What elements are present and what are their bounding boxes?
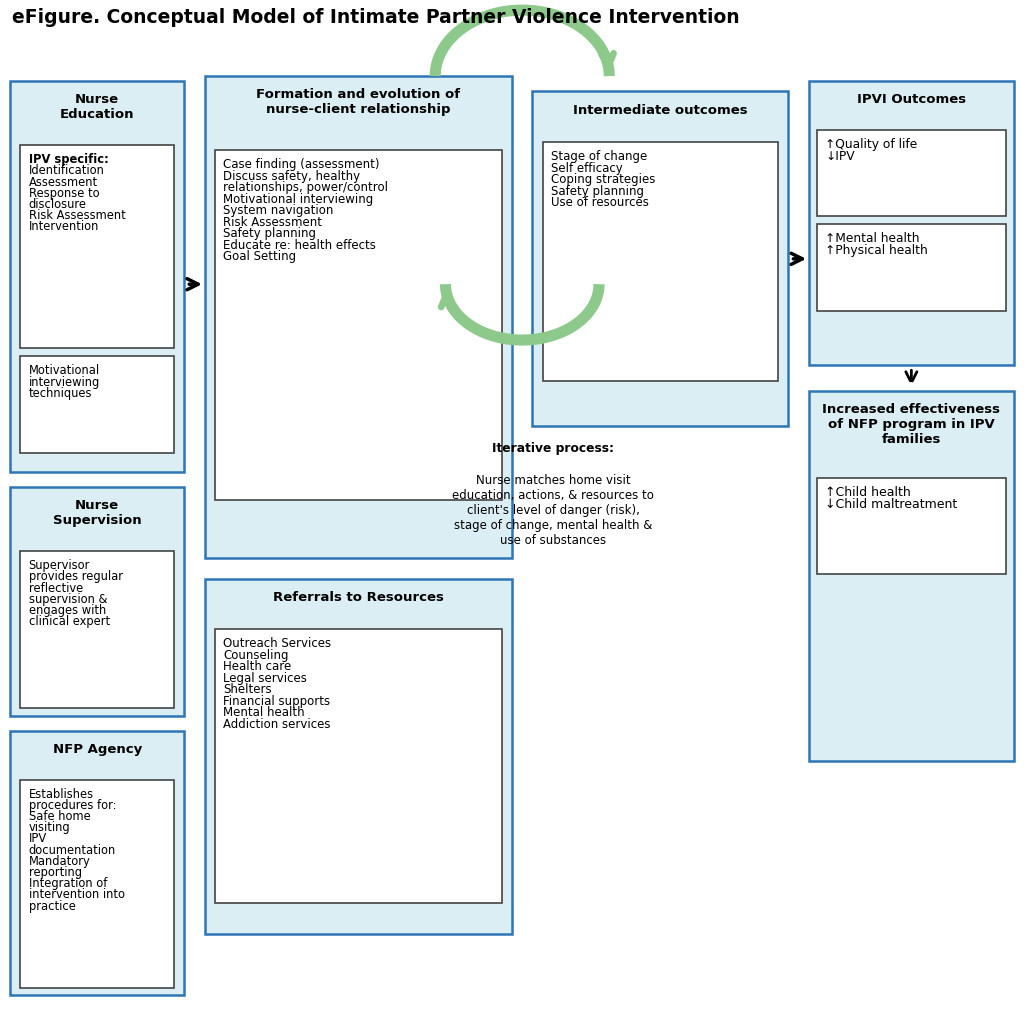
Text: interviewing: interviewing (29, 376, 100, 389)
Text: clinical expert: clinical expert (29, 615, 110, 628)
Text: NFP Agency: NFP Agency (52, 743, 142, 756)
FancyBboxPatch shape (532, 91, 788, 426)
FancyBboxPatch shape (205, 579, 512, 934)
Text: intervention into: intervention into (29, 888, 125, 901)
Text: Legal services: Legal services (223, 672, 307, 685)
Text: ↑Child health: ↑Child health (825, 486, 911, 499)
Text: IPVI Outcomes: IPVI Outcomes (857, 93, 966, 107)
Text: Shelters: Shelters (223, 683, 271, 696)
Text: Safe home: Safe home (29, 810, 90, 823)
Text: Assessment: Assessment (29, 176, 98, 189)
Text: ↓IPV: ↓IPV (825, 150, 855, 163)
Text: Educate re: health effects: Educate re: health effects (223, 239, 376, 252)
FancyBboxPatch shape (10, 81, 184, 472)
Text: Formation and evolution of
nurse-client relationship: Formation and evolution of nurse-client … (256, 88, 461, 117)
Text: Intervention: Intervention (29, 220, 99, 233)
Text: Outreach Services: Outreach Services (223, 637, 332, 651)
FancyBboxPatch shape (20, 551, 174, 708)
Text: Discuss safety, healthy: Discuss safety, healthy (223, 170, 360, 183)
Text: Health care: Health care (223, 661, 292, 673)
Text: eFigure. Conceptual Model of Intimate Partner Violence Intervention: eFigure. Conceptual Model of Intimate Pa… (12, 8, 740, 27)
FancyBboxPatch shape (215, 150, 502, 500)
Text: Case finding (assessment): Case finding (assessment) (223, 158, 380, 172)
Text: System navigation: System navigation (223, 204, 334, 217)
Text: provides regular: provides regular (29, 570, 123, 584)
Text: procedures for:: procedures for: (29, 799, 116, 812)
Text: Risk Assessment: Risk Assessment (29, 209, 125, 222)
Text: disclosure: disclosure (29, 198, 87, 211)
Text: Use of resources: Use of resources (551, 196, 649, 209)
Text: Mental health: Mental health (223, 706, 305, 720)
Text: engages with: engages with (29, 604, 105, 617)
Text: Risk Assessment: Risk Assessment (223, 216, 323, 228)
Text: Safety planning: Safety planning (223, 227, 316, 241)
Text: Financial supports: Financial supports (223, 695, 331, 707)
Text: Intermediate outcomes: Intermediate outcomes (573, 104, 748, 117)
Text: techniques: techniques (29, 387, 92, 400)
Text: Nurse
Supervision: Nurse Supervision (53, 499, 141, 528)
Text: ↑Mental health: ↑Mental health (825, 232, 920, 246)
Text: Self efficacy: Self efficacy (551, 161, 623, 175)
Text: Coping strategies: Coping strategies (551, 174, 655, 186)
Text: Motivational: Motivational (29, 364, 99, 378)
Text: Iterative process:: Iterative process: (492, 442, 614, 455)
FancyBboxPatch shape (20, 356, 174, 453)
Text: documentation: documentation (29, 843, 116, 857)
Text: IPV: IPV (29, 832, 47, 845)
Text: practice: practice (29, 899, 76, 912)
FancyBboxPatch shape (817, 478, 1006, 574)
Text: Counseling: Counseling (223, 649, 289, 662)
Text: ↑Physical health: ↑Physical health (825, 245, 928, 258)
Text: Nurse
Education: Nurse Education (60, 93, 134, 122)
Text: ↑Quality of life: ↑Quality of life (825, 138, 918, 151)
Text: IPV specific:: IPV specific: (29, 153, 109, 166)
Text: Identification: Identification (29, 164, 104, 178)
Text: Nurse matches home visit
education, actions, & resources to
client's level of da: Nurse matches home visit education, acti… (452, 474, 654, 547)
Text: Supervisor: Supervisor (29, 559, 90, 572)
Text: Establishes: Establishes (29, 788, 94, 801)
FancyBboxPatch shape (10, 487, 184, 716)
Text: Response to: Response to (29, 187, 99, 200)
FancyBboxPatch shape (20, 780, 174, 988)
Text: supervision &: supervision & (29, 593, 108, 606)
Text: Addiction services: Addiction services (223, 718, 331, 731)
Text: reporting: reporting (29, 866, 82, 879)
FancyBboxPatch shape (809, 391, 1014, 761)
Text: Motivational interviewing: Motivational interviewing (223, 193, 374, 206)
FancyBboxPatch shape (20, 145, 174, 348)
Text: reflective: reflective (29, 582, 83, 595)
Text: Goal Setting: Goal Setting (223, 250, 296, 263)
FancyBboxPatch shape (215, 629, 502, 903)
FancyBboxPatch shape (205, 76, 512, 558)
Text: ↓Child maltreatment: ↓Child maltreatment (825, 498, 957, 512)
Text: Mandatory: Mandatory (29, 855, 90, 868)
Text: Integration of: Integration of (29, 877, 108, 890)
FancyBboxPatch shape (817, 130, 1006, 216)
Text: Referrals to Resources: Referrals to Resources (273, 591, 443, 604)
FancyBboxPatch shape (809, 81, 1014, 365)
Text: Safety planning: Safety planning (551, 185, 644, 198)
Text: Increased effectiveness
of NFP program in IPV
families: Increased effectiveness of NFP program i… (822, 403, 1000, 446)
Text: visiting: visiting (29, 821, 71, 834)
Text: Stage of change: Stage of change (551, 150, 647, 163)
FancyBboxPatch shape (10, 731, 184, 995)
FancyBboxPatch shape (543, 142, 778, 381)
FancyBboxPatch shape (817, 224, 1006, 311)
Text: relationships, power/control: relationships, power/control (223, 182, 388, 194)
